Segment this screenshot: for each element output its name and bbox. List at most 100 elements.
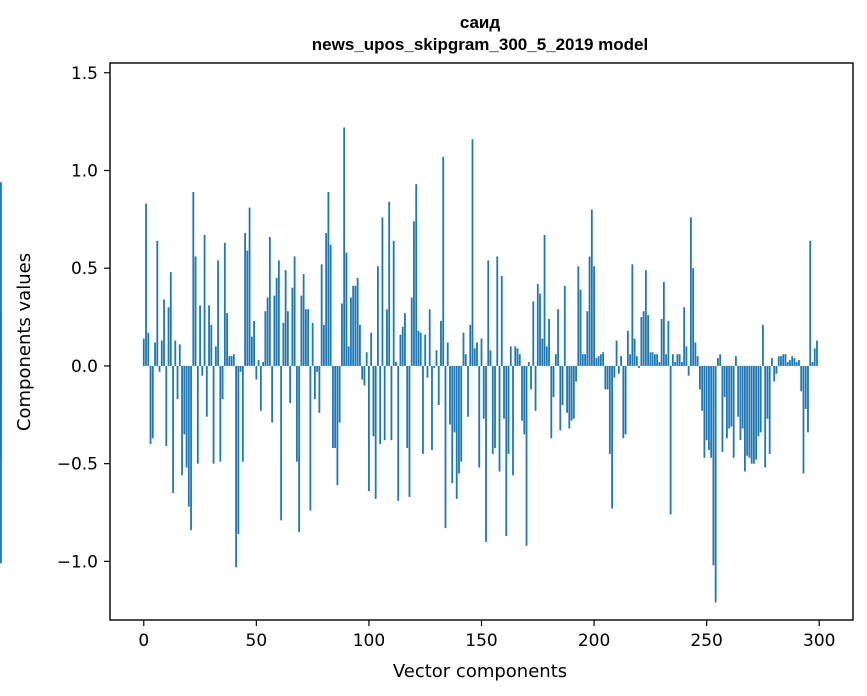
bar [649, 352, 652, 366]
bar [739, 365, 742, 441]
bar [286, 311, 289, 366]
bar [509, 346, 512, 366]
bar [244, 233, 246, 366]
bar [525, 365, 528, 546]
x-tick-label: 150 [465, 631, 497, 651]
bar [656, 354, 659, 366]
bar [717, 358, 719, 366]
bar [541, 338, 544, 366]
bar [239, 365, 242, 372]
bar [217, 260, 219, 366]
bar [816, 340, 818, 366]
bar [730, 365, 733, 427]
x-tick-label: 300 [803, 631, 835, 651]
bar [277, 260, 280, 366]
bar [588, 256, 591, 366]
bar [388, 201, 391, 366]
bar [451, 365, 454, 484]
bar [644, 270, 647, 366]
bar [777, 356, 780, 366]
bar [597, 356, 600, 366]
bar [329, 244, 332, 366]
bar [151, 365, 154, 439]
bar [773, 365, 776, 382]
bar [744, 365, 746, 472]
bar [487, 260, 490, 366]
bar [554, 354, 557, 366]
bar [575, 365, 577, 382]
bar [602, 352, 604, 366]
bar [539, 293, 541, 366]
bar [338, 365, 341, 423]
bar [608, 365, 611, 454]
bar [395, 362, 397, 366]
bar [584, 354, 586, 366]
bar [611, 365, 613, 509]
bar [250, 336, 253, 366]
bar [228, 356, 231, 366]
bar [658, 362, 661, 366]
bar [259, 365, 262, 411]
bar [516, 348, 519, 366]
bar [780, 356, 782, 366]
bar [345, 252, 348, 366]
bar [210, 324, 213, 366]
bar [669, 365, 672, 515]
bar [689, 217, 692, 366]
bar [485, 365, 487, 542]
bar [359, 324, 361, 366]
bar [174, 340, 177, 366]
bar [624, 365, 627, 435]
bar [811, 362, 814, 366]
bar [271, 365, 274, 423]
bar [437, 365, 440, 406]
bar [680, 362, 683, 366]
bar [804, 365, 807, 409]
bar [721, 365, 724, 452]
bar [178, 344, 181, 366]
bar [397, 365, 400, 501]
bar [460, 365, 463, 462]
bar [802, 365, 805, 474]
bar [230, 356, 233, 366]
bar [653, 354, 656, 366]
bar [208, 305, 210, 366]
bar [246, 250, 249, 366]
bar [784, 354, 787, 366]
bar [293, 256, 296, 366]
bar [674, 362, 677, 366]
bar [309, 365, 312, 511]
bar [196, 365, 199, 464]
bar [300, 295, 303, 366]
bar [214, 346, 217, 366]
bar [404, 313, 406, 366]
bar [604, 365, 607, 390]
bar [629, 354, 631, 366]
bar [313, 365, 316, 400]
bar [755, 365, 758, 460]
bar [692, 268, 695, 366]
bar [332, 365, 334, 449]
x-tick-label: 100 [353, 631, 385, 651]
bar [350, 297, 352, 366]
bar [194, 256, 197, 366]
bar [356, 277, 359, 366]
bar [435, 350, 438, 366]
x-axis-label: Vector components [393, 661, 567, 682]
bar [699, 365, 701, 390]
bar [307, 309, 310, 366]
bar [352, 285, 355, 366]
bar [458, 365, 460, 474]
bar [183, 365, 186, 435]
bar [550, 365, 553, 439]
bar [320, 264, 323, 366]
bar [379, 365, 382, 445]
bar [728, 365, 731, 429]
bar [255, 365, 258, 380]
bar [626, 330, 629, 366]
bar [316, 365, 319, 372]
bar [145, 203, 147, 366]
bar [302, 274, 305, 366]
bar [257, 360, 260, 366]
bar [298, 365, 301, 533]
